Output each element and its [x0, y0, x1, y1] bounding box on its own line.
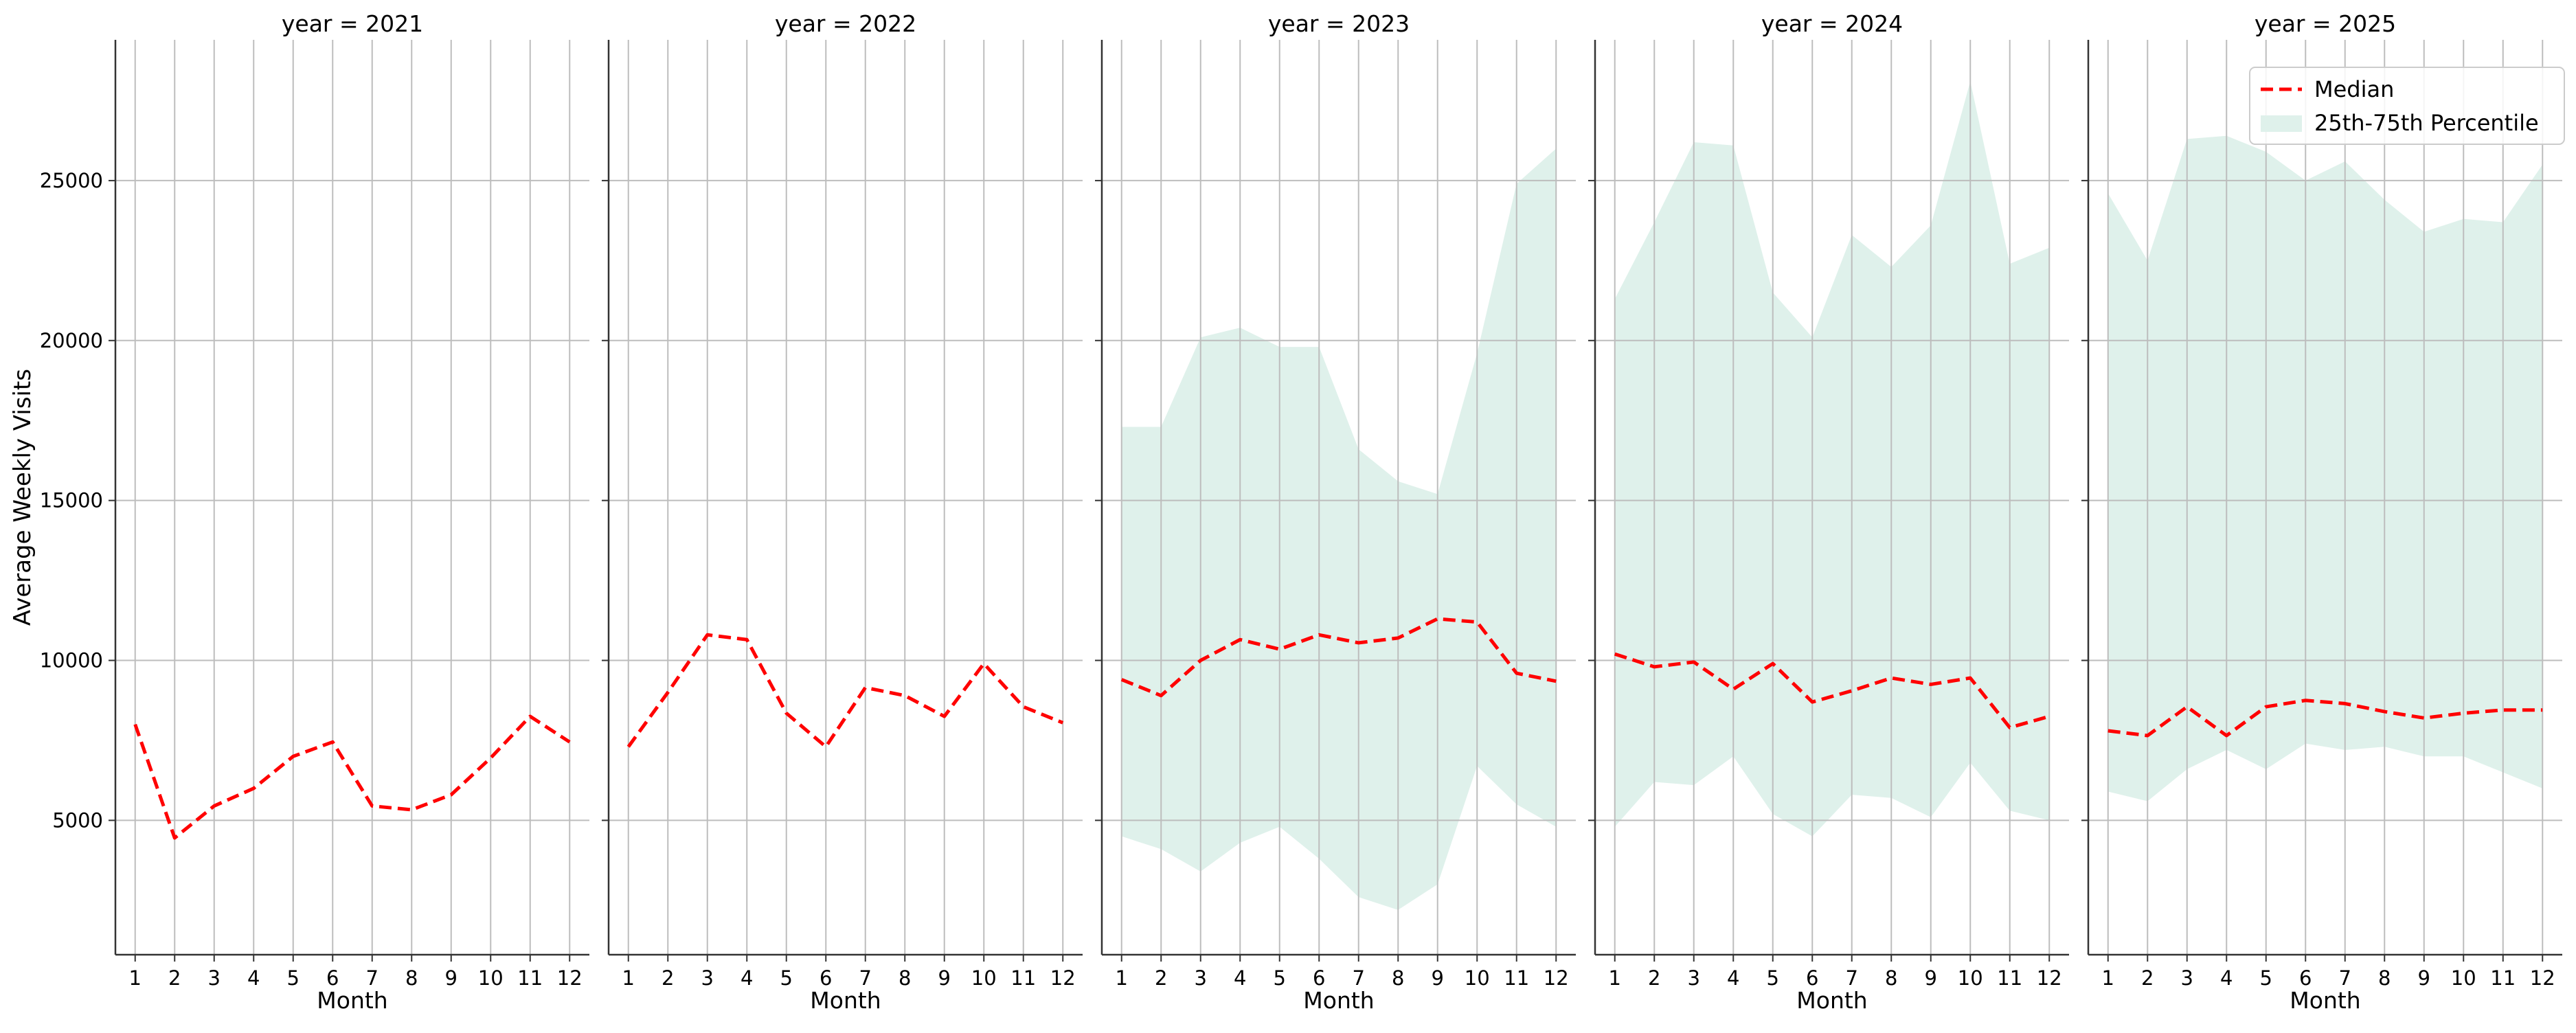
x-tick-label: 11: [517, 966, 543, 990]
x-tick-label: 9: [1432, 966, 1444, 990]
x-tick-label: 4: [2220, 966, 2233, 990]
facet-title: year = 2024: [1761, 10, 1903, 37]
x-tick-label: 11: [1997, 966, 2022, 990]
x-tick-label: 12: [1544, 966, 1569, 990]
y-tick-label: 10000: [40, 649, 103, 672]
x-tick-label: 7: [1353, 966, 1365, 990]
x-tick-label: 9: [2418, 966, 2430, 990]
facet-title: year = 2025: [2255, 10, 2396, 37]
x-tick-label: 11: [1010, 966, 1036, 990]
x-tick-label: 4: [1727, 966, 1739, 990]
x-axis-label: Month: [1796, 987, 1867, 1014]
percentile-band: [1615, 82, 2050, 837]
x-tick-label: 9: [938, 966, 951, 990]
x-tick-label: 1: [2102, 966, 2114, 990]
x-tick-label: 10: [478, 966, 504, 990]
x-tick-label: 6: [820, 966, 832, 990]
x-tick-label: 7: [1846, 966, 1858, 990]
x-tick-label: 8: [1885, 966, 1897, 990]
x-tick-label: 8: [405, 966, 418, 990]
y-tick-label: 20000: [40, 329, 103, 352]
facet-title: year = 2023: [1268, 10, 1410, 37]
x-tick-label: 3: [1195, 966, 1207, 990]
x-tick-label: 1: [1609, 966, 1621, 990]
y-axis-label: Average Weekly Visits: [9, 369, 36, 626]
x-tick-label: 4: [1234, 966, 1246, 990]
x-tick-label: 1: [1116, 966, 1128, 990]
x-axis-label: Month: [317, 987, 387, 1014]
x-tick-label: 5: [1274, 966, 1286, 990]
x-tick-label: 3: [701, 966, 714, 990]
x-tick-label: 12: [557, 966, 583, 990]
x-tick-label: 8: [899, 966, 911, 990]
x-tick-label: 5: [2260, 966, 2272, 990]
y-tick-label: 5000: [52, 808, 103, 832]
x-tick-label: 2: [1155, 966, 1167, 990]
x-tick-label: 6: [1313, 966, 1325, 990]
x-tick-label: 5: [780, 966, 793, 990]
x-axis-label: Month: [2290, 987, 2360, 1014]
x-tick-label: 12: [2530, 966, 2555, 990]
x-tick-label: 10: [1465, 966, 1490, 990]
percentile-band: [1122, 148, 1557, 909]
x-tick-label: 3: [2181, 966, 2193, 990]
x-tick-label: 4: [741, 966, 753, 990]
x-tick-label: 12: [1050, 966, 1076, 990]
median-line: [629, 635, 1063, 747]
legend-band-swatch: [2261, 115, 2302, 132]
x-tick-label: 6: [1806, 966, 1818, 990]
x-tick-label: 10: [971, 966, 997, 990]
x-tick-label: 11: [2490, 966, 2516, 990]
x-tick-label: 2: [2141, 966, 2154, 990]
x-tick-label: 12: [2037, 966, 2062, 990]
x-tick-label: 5: [287, 966, 300, 990]
legend-band-label: 25th-75th Percentile: [2314, 110, 2539, 136]
legend: Median 25th-75th Percentile: [2250, 67, 2564, 144]
x-tick-label: 4: [247, 966, 260, 990]
facet-title: year = 2021: [282, 10, 423, 37]
x-tick-label: 2: [662, 966, 674, 990]
x-tick-label: 7: [2339, 966, 2351, 990]
y-tick-label: 25000: [40, 169, 103, 192]
x-tick-label: 11: [1504, 966, 1529, 990]
x-tick-label: 3: [208, 966, 221, 990]
x-tick-label: 7: [366, 966, 379, 990]
x-tick-label: 9: [1925, 966, 1937, 990]
x-tick-label: 1: [129, 966, 142, 990]
x-tick-label: 6: [2299, 966, 2312, 990]
y-tick-label: 15000: [40, 489, 103, 512]
x-tick-label: 1: [622, 966, 635, 990]
x-tick-label: 10: [1958, 966, 1983, 990]
x-tick-label: 2: [168, 966, 181, 990]
x-tick-label: 7: [859, 966, 872, 990]
facet-title: year = 2022: [775, 10, 916, 37]
x-axis-label: Month: [810, 987, 881, 1014]
x-axis-label: Month: [1303, 987, 1374, 1014]
x-tick-label: 5: [1767, 966, 1779, 990]
x-tick-label: 9: [445, 966, 457, 990]
x-tick-label: 6: [326, 966, 339, 990]
legend-median-label: Median: [2314, 76, 2394, 102]
x-tick-label: 8: [1392, 966, 1404, 990]
x-tick-label: 3: [1688, 966, 1700, 990]
x-tick-label: 10: [2451, 966, 2476, 990]
x-tick-label: 2: [1648, 966, 1660, 990]
x-tick-label: 8: [2378, 966, 2391, 990]
